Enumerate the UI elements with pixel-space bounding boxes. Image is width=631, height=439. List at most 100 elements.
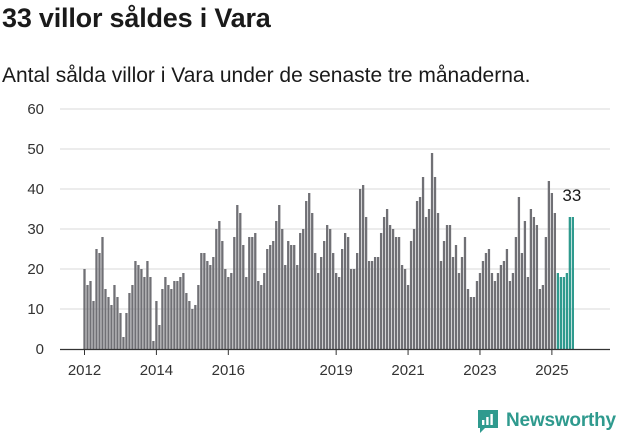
bar (299, 233, 302, 349)
bar (143, 277, 146, 349)
y-tick-label: 60 (27, 101, 44, 118)
bar (454, 245, 458, 349)
bar (89, 281, 92, 349)
bar (170, 289, 173, 349)
bar (535, 225, 539, 349)
bar (155, 301, 158, 349)
bar (134, 261, 137, 349)
chart-subtitle: Antal sålda villor i Vara under de senas… (2, 64, 531, 87)
bar (538, 289, 542, 349)
bar (137, 265, 140, 349)
bar (263, 273, 266, 349)
bar (167, 285, 170, 349)
bar (104, 289, 107, 349)
x-tick-label: 2014 (140, 362, 173, 379)
bar (352, 269, 356, 349)
bar (550, 193, 554, 349)
bar (397, 237, 401, 349)
bar (146, 261, 149, 349)
newsworthy-logo-icon (478, 410, 498, 433)
bar (553, 213, 557, 349)
bar (508, 281, 512, 349)
bar (469, 297, 473, 349)
bar (116, 297, 119, 349)
bar (445, 225, 449, 349)
bar (499, 265, 503, 349)
bar (188, 301, 191, 349)
bar (436, 213, 440, 349)
bar (92, 301, 95, 349)
x-tick-label: 2012 (68, 362, 101, 379)
bar (125, 313, 128, 349)
x-tick-label: 2023 (463, 362, 496, 379)
x-tick-label: 2019 (319, 362, 352, 379)
bar (338, 277, 341, 349)
bar (197, 285, 200, 349)
bar (257, 281, 260, 349)
bar (224, 269, 227, 349)
bar (308, 193, 311, 349)
bar (221, 241, 224, 349)
bar (439, 261, 443, 349)
bar (293, 245, 296, 349)
bar (430, 153, 434, 349)
x-axis-labels: 2012 2014 2016 2019 2021 2023 2025 (68, 362, 569, 379)
y-tick-label: 30 (27, 221, 44, 238)
bar (314, 253, 317, 349)
bar (113, 285, 116, 349)
x-tick-label: 2016 (212, 362, 245, 379)
bar (149, 277, 152, 349)
bar (335, 273, 338, 349)
bar (520, 253, 524, 349)
bar (182, 273, 185, 349)
bar-highlight (571, 217, 574, 349)
bar (251, 237, 254, 349)
bar (209, 265, 212, 349)
bar (311, 213, 314, 349)
bar (158, 325, 161, 349)
bar-highlight (559, 277, 563, 349)
bar (110, 305, 113, 349)
bar (490, 273, 494, 349)
bar (326, 225, 329, 349)
bar (403, 269, 407, 349)
bar (323, 241, 326, 349)
bar (239, 213, 242, 349)
bar (379, 233, 383, 349)
bar (517, 197, 521, 349)
y-tick-label: 20 (27, 261, 44, 278)
bar (394, 237, 398, 349)
bar (305, 201, 308, 349)
bar (233, 237, 236, 349)
bar (400, 265, 404, 349)
bar (370, 261, 374, 349)
bar (442, 241, 446, 349)
bar (191, 309, 194, 349)
bar (481, 261, 485, 349)
bar (463, 237, 467, 349)
bar (547, 181, 551, 349)
bar (361, 185, 365, 349)
bar (176, 281, 179, 349)
bar (179, 277, 182, 349)
bar (206, 261, 209, 349)
bar (466, 289, 470, 349)
bar (194, 305, 197, 349)
bar-highlight (565, 273, 569, 349)
bar (218, 221, 221, 349)
bar (415, 201, 419, 349)
bar (242, 245, 245, 349)
bar (418, 197, 422, 349)
bar (421, 177, 425, 349)
y-axis-labels: 0 10 20 30 40 50 60 (27, 101, 44, 358)
bar (245, 277, 248, 349)
bar (493, 281, 497, 349)
bar (203, 253, 206, 349)
bar (131, 285, 134, 349)
bar-highlight (562, 277, 566, 349)
bar (460, 257, 464, 349)
y-tick-label: 50 (27, 141, 44, 158)
bar (478, 273, 482, 349)
bar (541, 285, 545, 349)
bar (212, 257, 215, 349)
